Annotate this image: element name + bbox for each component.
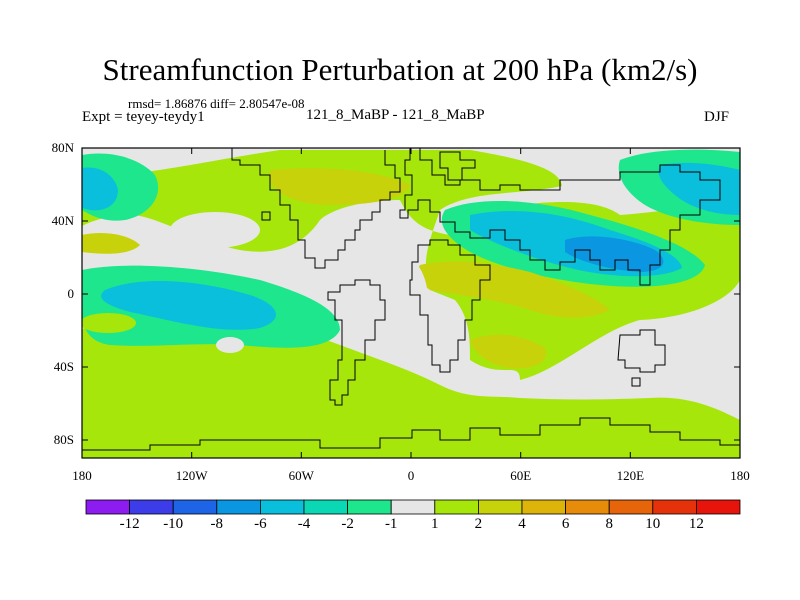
contour-pos2-africa [470,334,546,369]
contour-neg6-asia-center [565,236,664,272]
coastline-greenland [439,151,476,181]
colorbar-swatch [172,499,218,515]
colorbar-swatch [303,499,348,515]
colorbar-swatch [608,499,654,515]
colorbar-label: -1 [384,516,398,532]
colorbar-swatch [85,499,130,515]
contour-field [82,148,740,458]
x-tick-label: 60W [288,468,314,483]
contour-pos1-spot [515,399,565,417]
contour-neutral-spot [170,212,260,248]
colorbar-swatch [216,499,261,515]
colorbar-label: 4 [518,516,526,532]
colorbar-swatch [434,499,479,515]
experiment-label: Expt = teyey-teydy1 [82,109,205,125]
coastline-north-america [231,148,401,269]
contour-pos2-west-pacific [82,233,140,254]
colorbar-label: -6 [254,516,267,532]
coastline-australia [617,329,666,373]
coastline-island [631,377,641,387]
x-tick-label: 0 [407,468,415,483]
coastline-outlines [82,148,740,451]
coastline-south-america [327,279,386,406]
contour-neg4-arctic-west-core [82,167,118,211]
colorbar-swatch [477,499,523,515]
coastline-island [261,211,271,221]
contour-pos1-north-band [82,150,740,380]
colorbar-swatch [696,499,741,515]
colorbar-label: 10 [645,516,661,532]
season-label: DJF [704,109,730,125]
axis-ticks [81,147,741,458]
colorbar-swatch [390,499,436,515]
y-tick-label: 80S [53,432,74,447]
contour-neg4-pacific-core [101,280,277,330]
colorbar-swatch [129,499,174,515]
contour-neutral-spot [216,337,244,353]
colorbar-label: -2 [341,516,354,532]
contour-pos1-spot [648,401,692,419]
colorbar-label: -8 [210,516,224,532]
colorbar-swatch [259,499,305,515]
x-tick-label: 60E [510,468,532,483]
y-tick-label: 0 [67,286,75,301]
colorbar-label: -12 [119,516,140,532]
colorbar-swatch [565,499,610,515]
coastline-antarctica [82,417,740,451]
colorbar-label: 6 [561,516,570,532]
coastline-africa [409,239,491,373]
x-tick-label: 120E [616,468,645,483]
coastline-eurasia [399,148,721,286]
colorbar-swatch [347,499,392,515]
colorbar-label: 1 [431,516,439,532]
y-tick-label: 80N [51,140,74,155]
comparison-label: 121_8_MaBP - 121_8_MaBP [306,107,485,123]
colorbar-swatch [521,499,566,515]
y-tick-label: 40N [51,213,74,228]
colorbar-label: 2 [474,516,483,532]
colorbar-label: -10 [163,516,184,532]
colorbar-label: 8 [605,516,613,532]
contour-pos2-europe [417,261,610,318]
contour-pos1-spot [82,313,136,333]
contour-neutral-spot [372,255,428,345]
colorbar-swatch [652,499,697,515]
x-tick-label: 120W [175,468,208,483]
plot-title: Streamfunction Perturbation at 200 hPa (… [102,52,698,87]
x-tick-label: 180 [730,468,750,483]
y-tick-label: 40S [53,359,74,374]
colorbar [85,499,741,515]
rmsd-diff-label: rmsd= 1.86876 diff= 2.80547e-08 [128,96,305,111]
x-tick-label: 180 [72,468,92,483]
colorbar-label: -4 [297,516,311,532]
contour-neg4-arctic-east-core [658,162,740,215]
contour-pos1-polar-south [82,401,380,458]
contour-pos2-north-pacific [270,168,410,205]
colorbar-label: 12 [688,516,704,532]
